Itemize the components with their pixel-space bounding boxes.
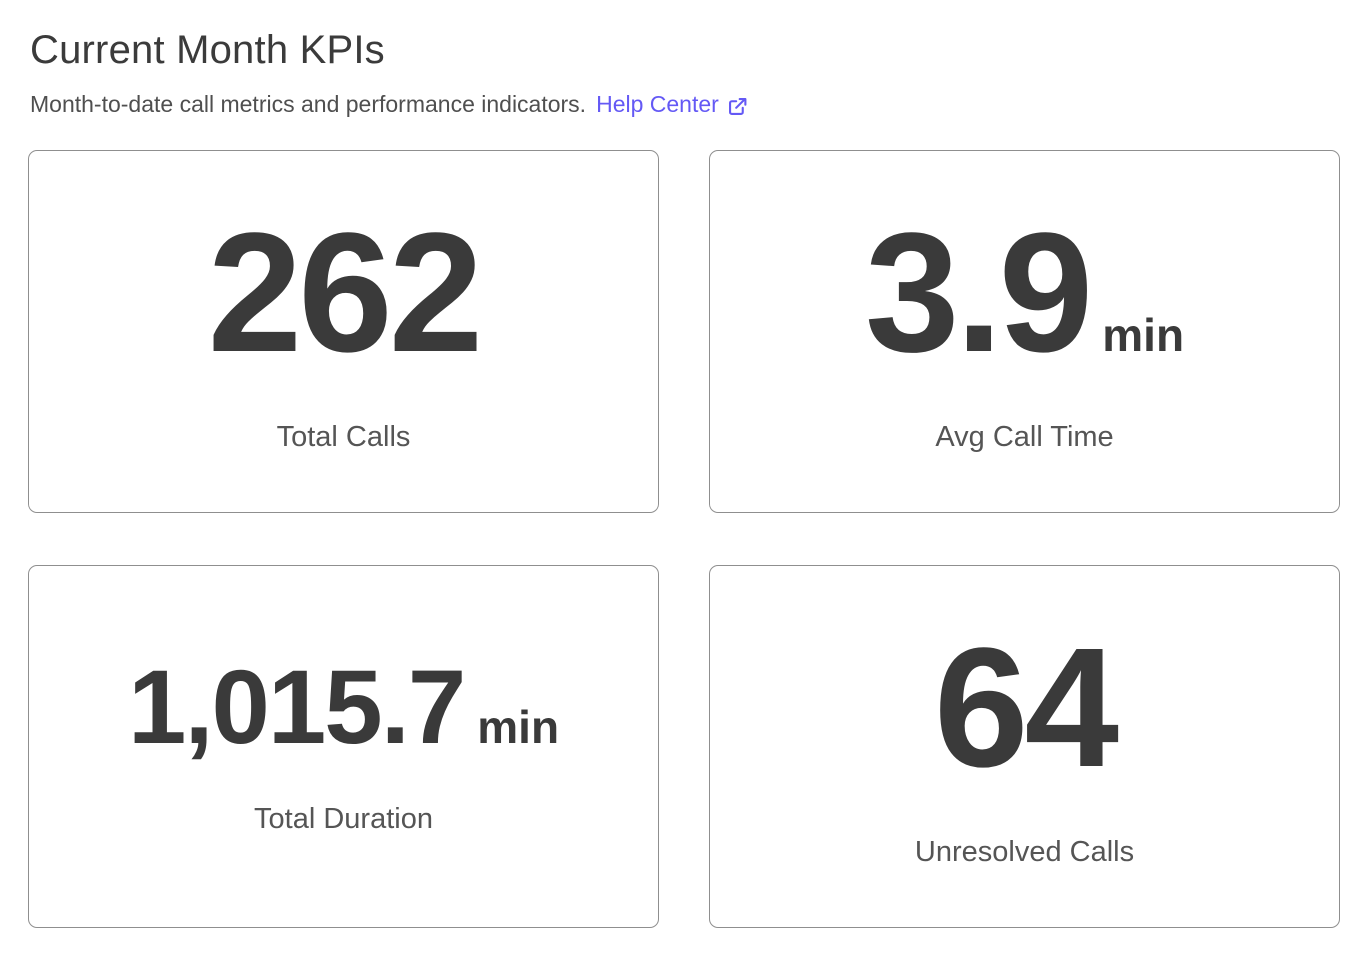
help-center-link[interactable]: Help Center [596,90,748,120]
kpi-value-row: 1,015.7 min [128,655,559,760]
external-link-icon[interactable] [727,95,748,116]
kpi-card-total-duration: 1,015.7 min Total Duration [28,564,659,928]
total-duration-label: Total Duration [254,803,433,836]
page-title: Current Month KPIs [30,28,385,72]
avg-call-time-value: 3.9 [864,197,1093,388]
kpi-value-row: 64 [933,612,1119,803]
help-center-link-label[interactable]: Help Center [596,91,719,117]
total-calls-value: 262 [207,197,484,388]
total-calls-label: Total Calls [276,420,411,453]
total-duration-value: 1,015.7 [127,649,466,767]
page-subtitle: Month-to-date call metrics and performan… [30,91,587,117]
page-subtitle-row: Month-to-date call metrics and performan… [30,90,1340,120]
kpi-card-avg-call-time: 3.9 min Avg Call Time [709,149,1340,513]
kpi-value-row: 3.9 min [865,208,1184,378]
total-duration-unit: min [477,701,560,754]
kpi-card-unresolved-calls: 64 Unresolved Calls [709,564,1340,928]
unresolved-calls-value: 64 [933,612,1119,803]
avg-call-time-unit: min [1102,308,1185,361]
kpi-value-row: 262 [207,197,484,388]
kpi-grid: 262 Total Calls 3.9 min Avg Call Time 1,0… [28,149,1340,928]
avg-call-time-label: Avg Call Time [935,420,1114,453]
unresolved-calls-label: Unresolved Calls [914,835,1135,868]
kpi-card-total-calls: 262 Total Calls [28,149,659,513]
